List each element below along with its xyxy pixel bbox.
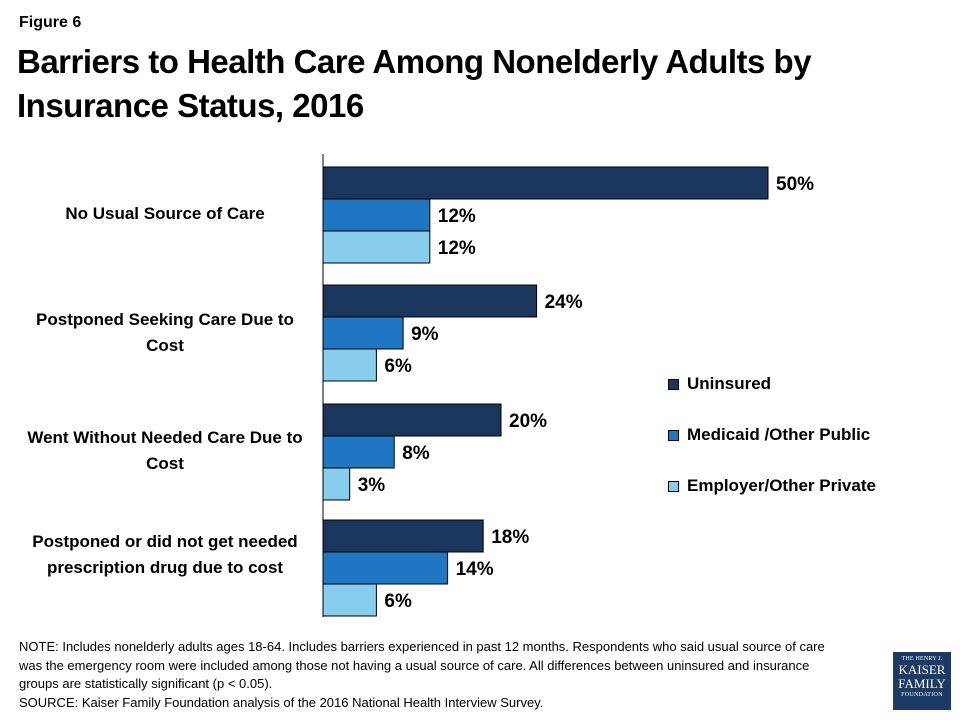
chart-title: Barriers to Health Care Among Nonelderly…: [17, 43, 812, 124]
bar-medicaid-3: [322, 551, 449, 585]
legend-item-uninsured: Uninsured: [668, 372, 876, 396]
data-label-uninsured-3: 18%: [491, 527, 529, 548]
category-label-0: No Usual Source of Care: [65, 204, 265, 223]
data-label-employer-3: 6%: [384, 591, 412, 612]
bar-medicaid-0: [322, 198, 431, 232]
data-label-medicaid-2: 8%: [402, 443, 430, 464]
footnote: NOTE: Includes nonelderly adults ages 18…: [19, 638, 849, 712]
source-text: SOURCE: Kaiser Family Foundation analysi…: [19, 694, 544, 710]
logo-line-3: FAMILY: [898, 676, 946, 691]
legend-label-medicaid: Medicaid /Other Public: [687, 425, 871, 444]
category-label-1: Postponed Seeking Care Due to Cost: [36, 310, 294, 355]
bar-employer-3: [322, 583, 377, 617]
bar-uninsured-2: [322, 403, 502, 437]
data-label-medicaid-0: 12%: [438, 206, 476, 227]
legend-item-employer: Employer/Other Private: [668, 474, 876, 498]
data-label-uninsured-0: 50%: [776, 174, 814, 195]
bar-medicaid-1: [322, 316, 404, 350]
figure-label: Figure 6: [19, 14, 82, 31]
logo-line-2: KAISER: [898, 662, 946, 677]
data-label-medicaid-3: 14%: [456, 559, 494, 580]
legend-swatch-uninsured: [668, 378, 679, 390]
category-label-3: Postponed or did not get needed prescrip…: [32, 532, 298, 577]
legend-item-medicaid: Medicaid /Other Public: [668, 423, 876, 447]
data-label-uninsured-2: 20%: [509, 411, 547, 432]
data-label-medicaid-1: 9%: [411, 324, 439, 345]
bar-uninsured-1: [322, 284, 538, 318]
logo-line-1: THE HENRY J.: [901, 656, 943, 662]
note-text: NOTE: Includes nonelderly adults ages 18…: [19, 639, 825, 691]
category-label-2: Went Without Needed Care Due to Cost: [27, 428, 303, 473]
legend-label-employer: Employer/Other Private: [687, 476, 876, 495]
data-label-employer-1: 6%: [384, 356, 412, 377]
data-label-employer-2: 3%: [358, 475, 386, 496]
bar-uninsured-0: [322, 166, 769, 200]
bar-employer-0: [322, 230, 431, 264]
bar-medicaid-2: [322, 435, 395, 469]
legend-swatch-employer: [668, 480, 679, 492]
bar-employer-1: [322, 348, 377, 382]
kff-logo: THE HENRY J. KAISER FAMILY FOUNDATION: [893, 652, 951, 710]
data-label-employer-0: 12%: [438, 238, 476, 259]
data-label-uninsured-1: 24%: [545, 292, 583, 313]
legend-swatch-medicaid: [668, 429, 679, 441]
legend-label-uninsured: Uninsured: [687, 374, 772, 393]
logo-line-4: FOUNDATION: [901, 692, 943, 698]
chart-legend: Uninsured Medicaid /Other Public Employe…: [668, 372, 876, 525]
bar-chart: 50% 12% 12% 24% 9% 6% 20% 8% 3% 18% 14% 6%: [322, 154, 814, 617]
bar-uninsured-3: [322, 519, 484, 553]
bar-employer-2: [322, 467, 351, 501]
